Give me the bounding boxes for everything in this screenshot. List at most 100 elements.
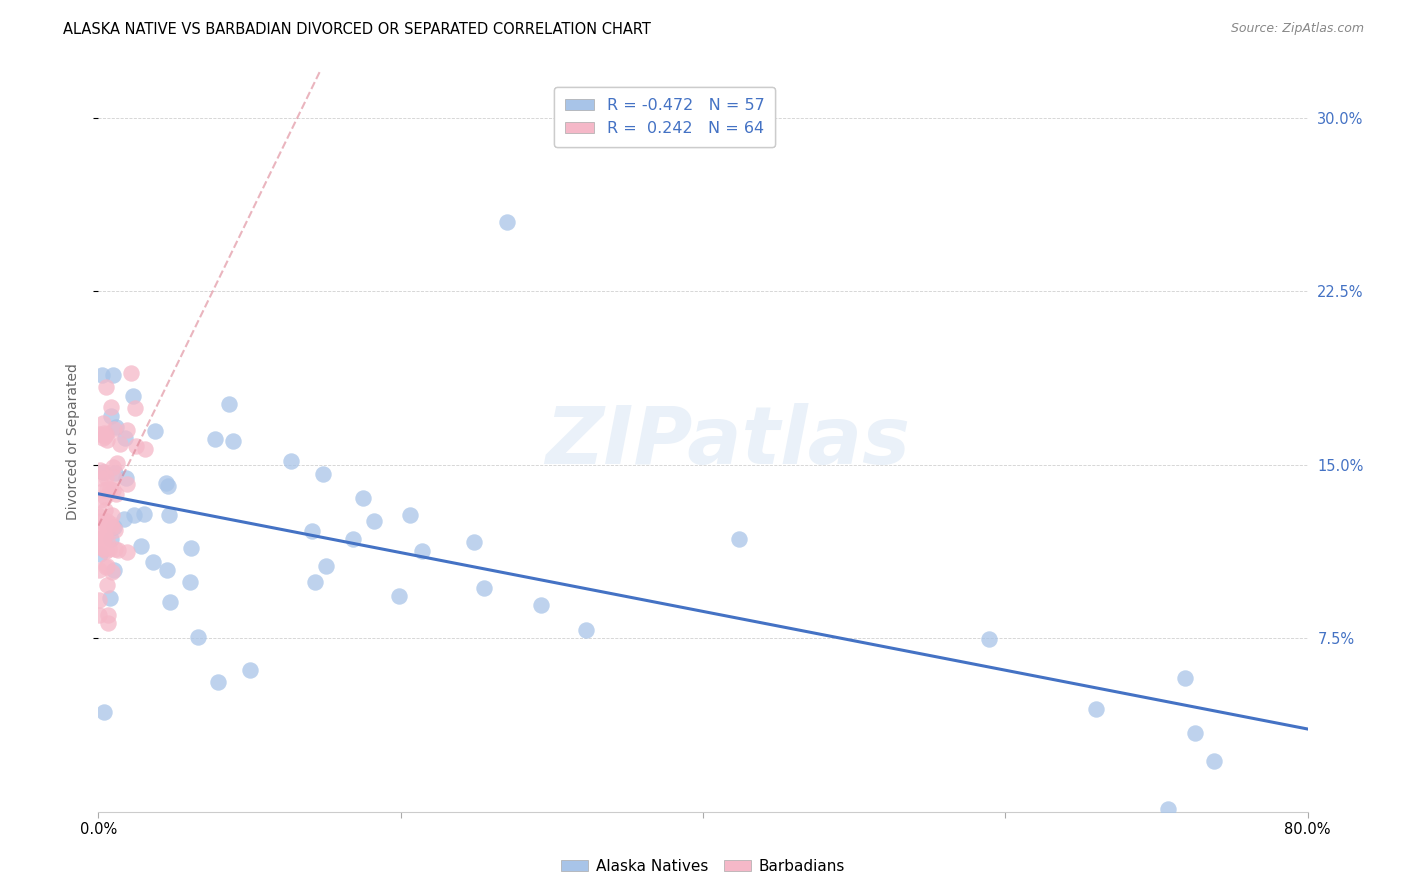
Point (142, 555, 165, 569)
Point (129, 539, 152, 553)
Point (101, 508, 124, 522)
Point (463, 534, 485, 549)
Point (204, 433, 226, 447)
Point (107, 542, 129, 557)
Point (94, 529, 117, 543)
Point (218, 397, 240, 411)
Point (90, 514, 112, 528)
Point (117, 423, 139, 437)
Point (105, 456, 128, 470)
Point (100, 517, 122, 532)
Point (114, 470, 136, 484)
Point (134, 442, 156, 457)
Point (110, 437, 132, 451)
Point (93, 483, 115, 497)
Point (91, 466, 114, 480)
Point (90, 493, 112, 508)
Point (495, 215, 517, 229)
Point (117, 476, 139, 491)
Text: ZIPatlas: ZIPatlas (544, 402, 910, 481)
Point (96, 434, 118, 448)
Point (104, 466, 127, 480)
Point (575, 623, 598, 637)
Point (96, 483, 118, 497)
Point (103, 563, 125, 577)
Point (97, 615, 120, 630)
Text: ALASKA NATIVE VS BARBADIAN DIVORCED OR SEPARATED CORRELATION CHART: ALASKA NATIVE VS BARBADIAN DIVORCED OR S… (63, 22, 651, 37)
Point (114, 431, 136, 445)
Point (94, 429, 117, 443)
Point (207, 675, 229, 690)
Point (301, 524, 323, 539)
Point (101, 483, 124, 498)
Point (180, 541, 202, 555)
Point (352, 491, 374, 506)
Point (87, 509, 110, 524)
Point (239, 663, 262, 677)
Point (159, 595, 181, 609)
Point (89, 471, 111, 485)
Point (122, 389, 145, 403)
Point (342, 532, 364, 546)
Legend: Alaska Natives, Barbadians: Alaska Natives, Barbadians (555, 853, 851, 880)
Point (91, 521, 114, 535)
Point (100, 409, 122, 424)
Point (312, 467, 335, 482)
Point (94, 516, 117, 531)
Point (93, 531, 115, 545)
Point (103, 520, 125, 534)
Point (157, 508, 180, 523)
Point (187, 631, 209, 645)
Point (411, 544, 433, 558)
Point (472, 581, 495, 595)
Point (1157, 802, 1180, 816)
Point (105, 487, 128, 501)
Point (179, 574, 201, 589)
Point (89, 607, 111, 622)
Point (134, 507, 156, 521)
Point (1085, 702, 1108, 716)
Point (91, 541, 114, 555)
Point (100, 532, 122, 546)
Point (122, 508, 145, 523)
Point (104, 541, 127, 556)
Point (728, 532, 751, 546)
Point (89, 463, 111, 477)
Point (105, 420, 128, 434)
Point (100, 400, 122, 414)
Point (87, 563, 110, 577)
Point (94, 560, 117, 574)
Point (155, 475, 177, 490)
Point (977, 632, 1000, 646)
Point (115, 545, 138, 559)
Point (96, 470, 118, 484)
Point (304, 575, 326, 590)
Point (104, 523, 127, 537)
Point (93, 465, 115, 479)
Point (1202, 754, 1225, 768)
Point (120, 366, 142, 380)
Point (90, 538, 112, 552)
Legend: R = -0.472   N = 57, R =  0.242   N = 64: R = -0.472 N = 57, R = 0.242 N = 64 (554, 87, 776, 147)
Point (96, 514, 118, 528)
Point (156, 479, 179, 493)
Point (103, 422, 125, 436)
Point (96, 559, 118, 574)
Point (101, 565, 124, 579)
Point (363, 514, 385, 528)
Point (143, 424, 166, 438)
Point (280, 453, 302, 467)
Point (97, 607, 120, 622)
Point (529, 598, 551, 612)
Point (89, 593, 111, 607)
Point (315, 558, 337, 573)
Point (93, 425, 115, 440)
Point (97, 542, 120, 557)
Point (94, 543, 117, 558)
Point (90, 531, 112, 545)
Point (94, 490, 117, 504)
Point (222, 434, 245, 448)
Point (94, 502, 117, 516)
Point (156, 563, 179, 577)
Point (387, 590, 409, 604)
